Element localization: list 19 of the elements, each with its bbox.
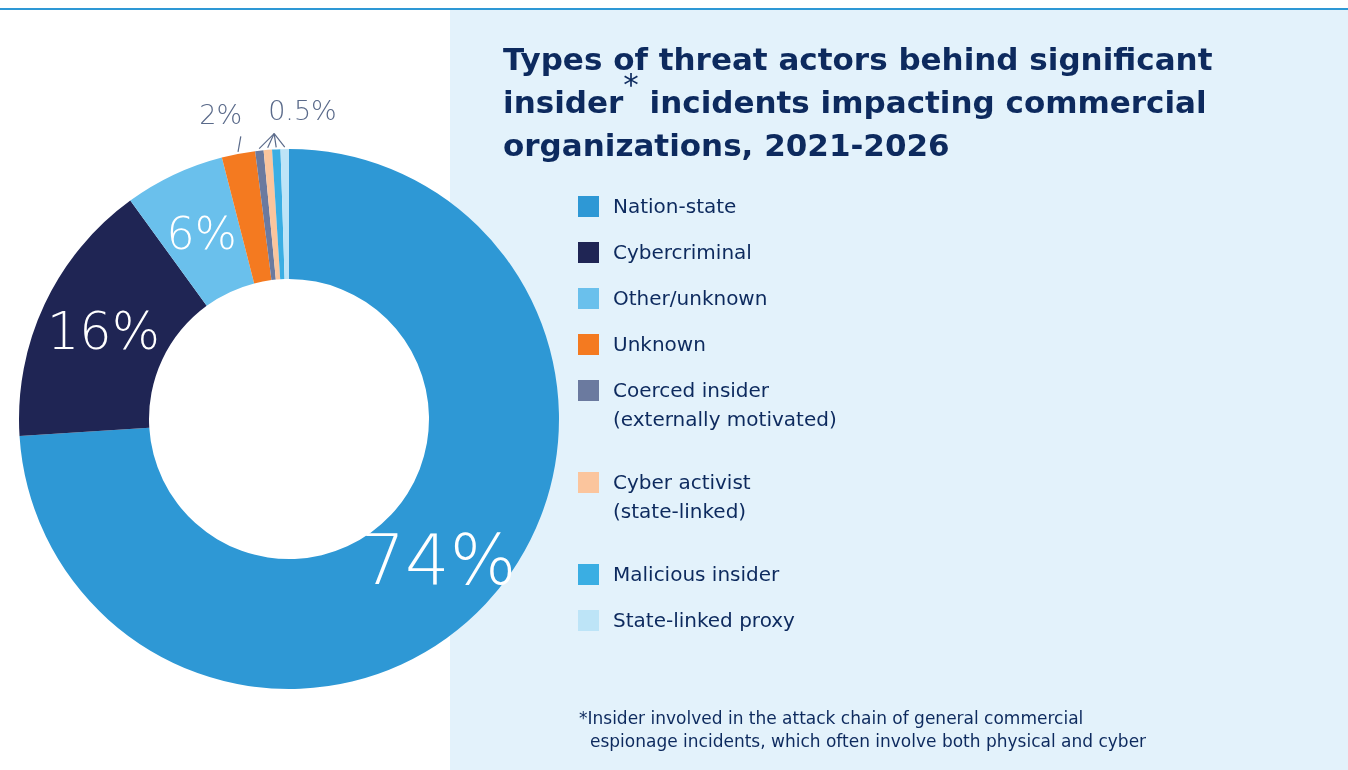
donut-slice bbox=[272, 149, 285, 280]
donut-slice bbox=[130, 157, 255, 306]
legend-label: State-linked proxy bbox=[613, 608, 796, 632]
legend-label: Cybercriminal bbox=[613, 240, 752, 264]
legend-label: Malicious insider bbox=[613, 562, 781, 586]
data-label: 16% bbox=[47, 302, 160, 362]
legend-label: Nation-state bbox=[613, 194, 737, 218]
data-label: 6% bbox=[166, 208, 237, 260]
legend-label: Other/unknown bbox=[613, 286, 768, 310]
legend-label: Cyber activist (state-linked) bbox=[613, 470, 751, 523]
text: *Insider involved in the attack chain of general commercial espionage incidents, which often involve both physical and cyber bbox=[579, 708, 1147, 751]
donut-slice bbox=[280, 149, 289, 280]
data-label: 0.5% bbox=[268, 94, 337, 126]
legend-label: Unknown bbox=[613, 332, 706, 356]
legend-label: Coerced insider (externally motivated) bbox=[613, 378, 837, 431]
donut-slice bbox=[255, 150, 276, 281]
donut-slice bbox=[263, 149, 281, 280]
data-label: 74% bbox=[360, 518, 517, 601]
data-label: 2% bbox=[199, 99, 243, 131]
